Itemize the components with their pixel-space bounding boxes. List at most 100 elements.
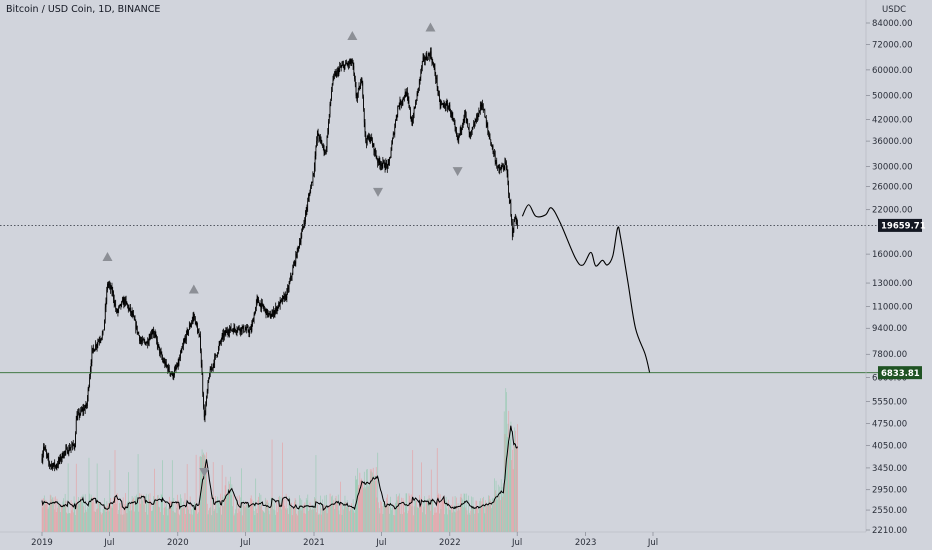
price-axis[interactable]: USDC 84000.00 72000.00 60000.00 50000.00 4200… (865, 0, 926, 536)
candle-body (66, 447, 68, 454)
volume-bar (318, 513, 320, 532)
volume-bar (403, 500, 405, 532)
candle-body (276, 307, 278, 312)
volume-bar (225, 476, 227, 532)
candle-body (305, 212, 306, 222)
candle-body (213, 363, 215, 365)
candle-body (91, 349, 93, 363)
candle-body (369, 136, 370, 142)
candle-body (100, 339, 102, 341)
price-tick-label: 4050.00 (872, 442, 907, 452)
candle-body (340, 66, 342, 68)
candle-body (49, 464, 51, 466)
volume-bar (68, 513, 70, 532)
candle-body (110, 284, 111, 290)
volume-bar (128, 472, 129, 532)
volume-bar (126, 513, 128, 532)
candle-body (442, 103, 444, 105)
candle-body (197, 332, 199, 333)
candle-body (300, 237, 302, 243)
volume-bar (254, 515, 256, 532)
volume-bar (257, 500, 259, 532)
volume-bar (75, 515, 76, 532)
candle-body (200, 350, 202, 364)
volume-bar (336, 500, 338, 532)
candle-body (168, 366, 170, 372)
volume-bar (139, 493, 140, 532)
price-tick-label: 22000.00 (872, 206, 913, 216)
candle-body (307, 201, 309, 208)
volume-bar (64, 505, 65, 532)
candle-body (162, 360, 164, 363)
candle-body (261, 302, 263, 304)
candle-body (119, 305, 120, 308)
candle-body (489, 137, 491, 140)
candle-body (430, 51, 432, 59)
volume-bar (107, 502, 109, 532)
candle-body (226, 330, 228, 333)
volume-bar (352, 508, 353, 532)
volume-bar (49, 494, 51, 532)
volume-bar (122, 497, 124, 532)
candle-body (500, 169, 501, 171)
volume-bar (50, 495, 52, 532)
candle-body (52, 464, 53, 468)
time-axis[interactable]: 2019 Jul 2020 Jul 2021 Jul 2022 Jul 2023 Jul (0, 531, 866, 548)
candle-body (262, 303, 264, 307)
candle-body (317, 131, 319, 136)
candle-body (223, 333, 224, 338)
volume-bar (367, 486, 369, 532)
candle-body (295, 253, 297, 264)
volume-bar (179, 515, 181, 532)
volume-bar (250, 495, 252, 532)
volume-bar (340, 481, 341, 532)
volume-bar (317, 504, 318, 532)
volume-bar (442, 495, 444, 532)
candle-body (241, 327, 242, 332)
candle-body (264, 308, 265, 310)
volume-bar (445, 496, 447, 532)
volume-bar (427, 498, 429, 532)
volume-bar (72, 502, 73, 532)
candle-body (88, 386, 90, 389)
candle-body (118, 307, 120, 310)
candle-body (162, 358, 163, 361)
candle-body (60, 458, 62, 461)
candle-body (98, 340, 100, 342)
candle-body (352, 61, 354, 66)
volume-bar (413, 515, 414, 532)
volume-bar (280, 496, 282, 532)
candle-body (72, 443, 74, 445)
volume-bar (421, 462, 422, 532)
candle-body (408, 100, 410, 106)
projection-path (521, 204, 651, 373)
candle-body (260, 303, 262, 309)
volume-bar (366, 469, 367, 532)
candle-body (219, 341, 221, 345)
volume-bar (239, 511, 241, 532)
volume-bar (84, 494, 86, 532)
candle-body (424, 59, 426, 61)
volume-bar (416, 506, 418, 532)
candle-body (276, 307, 277, 312)
candle-body (478, 111, 480, 117)
candle-body (171, 373, 172, 375)
candle-body (367, 136, 369, 139)
candle-body (397, 106, 399, 115)
price-tick-label: 42000.00 (872, 116, 913, 126)
candle-body (436, 77, 438, 87)
candle-body (341, 65, 343, 67)
volume-bar (303, 513, 305, 532)
candle-body (95, 344, 97, 347)
volume-bar (387, 494, 388, 532)
time-tick-label: 2021 (303, 538, 325, 548)
candle-body (158, 344, 160, 347)
volume-bar (166, 508, 168, 532)
candle-body (439, 101, 441, 106)
volume-bar (117, 513, 119, 532)
volume-bar (390, 508, 392, 532)
volume-bar (116, 503, 117, 532)
candle-body (495, 161, 497, 163)
volume-bar (491, 508, 492, 532)
